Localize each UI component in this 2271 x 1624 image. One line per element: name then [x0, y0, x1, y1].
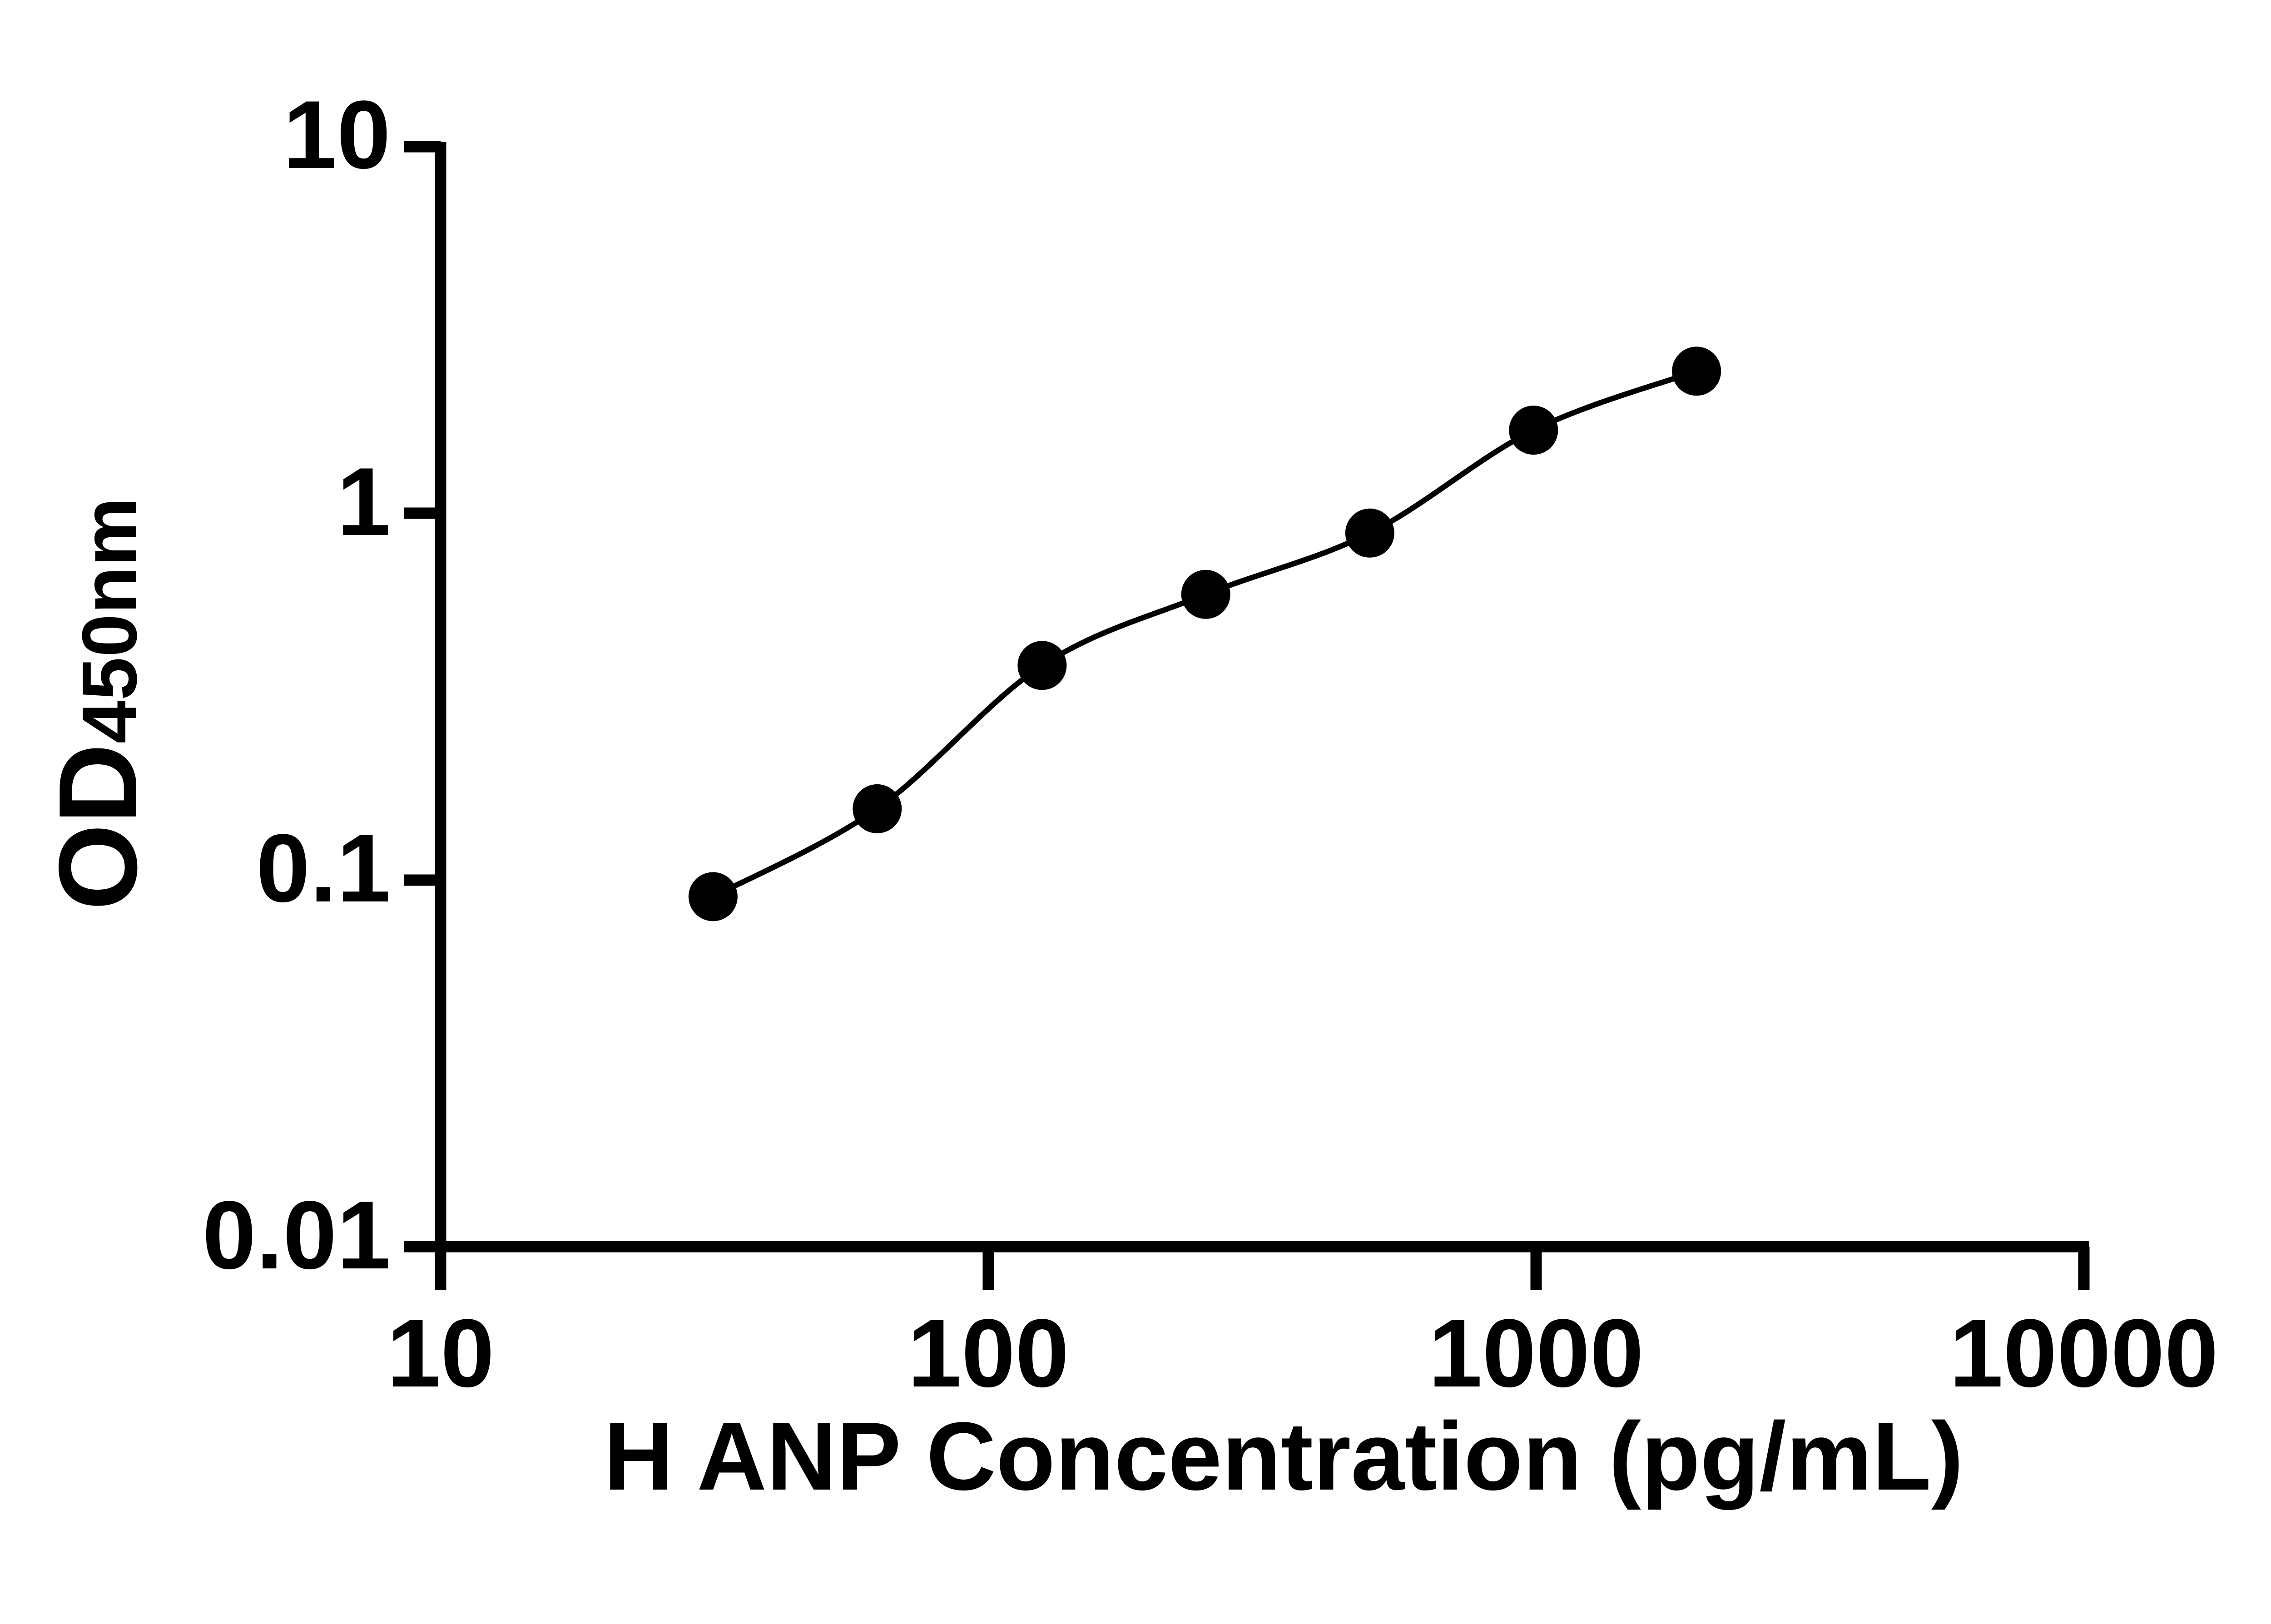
- svg-text:1: 1: [337, 448, 391, 556]
- svg-text:0.1: 0.1: [256, 814, 391, 922]
- svg-text:0.01: 0.01: [202, 1181, 391, 1289]
- svg-text:10: 10: [283, 81, 391, 189]
- svg-text:10: 10: [387, 1299, 495, 1407]
- svg-text:10000: 10000: [1949, 1299, 2218, 1407]
- svg-text:100: 100: [907, 1299, 1069, 1407]
- svg-text:1000: 1000: [1428, 1299, 1644, 1407]
- svg-text:H ANP Concentration (pg/mL): H ANP Concentration (pg/mL): [604, 1402, 1964, 1510]
